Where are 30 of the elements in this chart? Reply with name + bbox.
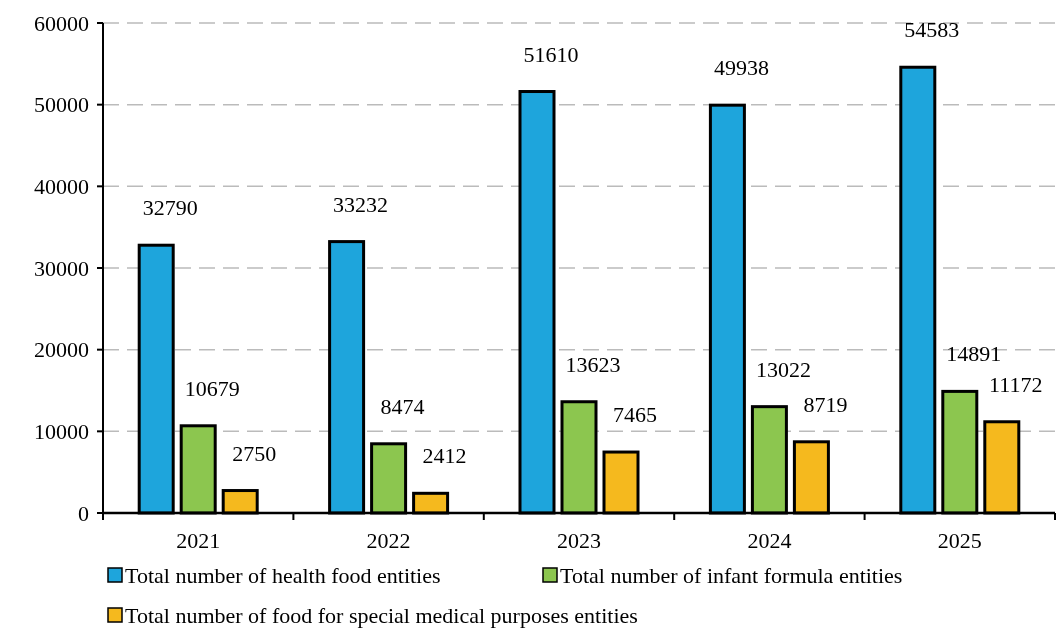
y-tick-label: 40000 (34, 174, 89, 200)
data-label: 10679 (184, 375, 240, 401)
data-label: 8474 (380, 393, 425, 419)
y-tick-label: 30000 (34, 255, 89, 281)
data-label: 49938 (713, 55, 769, 81)
x-tick-label: 2024 (747, 528, 792, 553)
data-label: 2412 (422, 443, 467, 469)
data-label: 32790 (142, 195, 198, 221)
data-label: 8719 (803, 391, 848, 417)
y-tick-label: 20000 (34, 337, 89, 363)
data-label: 14891 (946, 341, 1002, 367)
legend-label: Total number of infant formula entities (560, 563, 903, 588)
y-tick-label: 10000 (34, 419, 89, 445)
y-tick-label: 60000 (34, 10, 89, 36)
data-label: 13022 (755, 356, 811, 382)
y-tick-label: 0 (78, 500, 89, 526)
data-label: 2750 (232, 440, 277, 466)
legend-label: Total number of health food entities (125, 563, 441, 588)
x-tick-label: 2025 (937, 528, 982, 553)
data-label: 51610 (523, 41, 579, 67)
x-tick-label: 2022 (366, 528, 411, 553)
data-label: 7465 (613, 402, 657, 428)
data-label: 54583 (904, 17, 960, 43)
legend-label: Total number of food for special medical purposes entities (125, 603, 638, 628)
y-tick-label: 50000 (34, 92, 89, 118)
x-tick-label: 2023 (557, 528, 601, 553)
data-label: 11172 (989, 371, 1043, 397)
x-tick-label: 2021 (176, 528, 221, 553)
data-label: 13623 (565, 351, 621, 377)
data-label: 33232 (333, 191, 389, 217)
